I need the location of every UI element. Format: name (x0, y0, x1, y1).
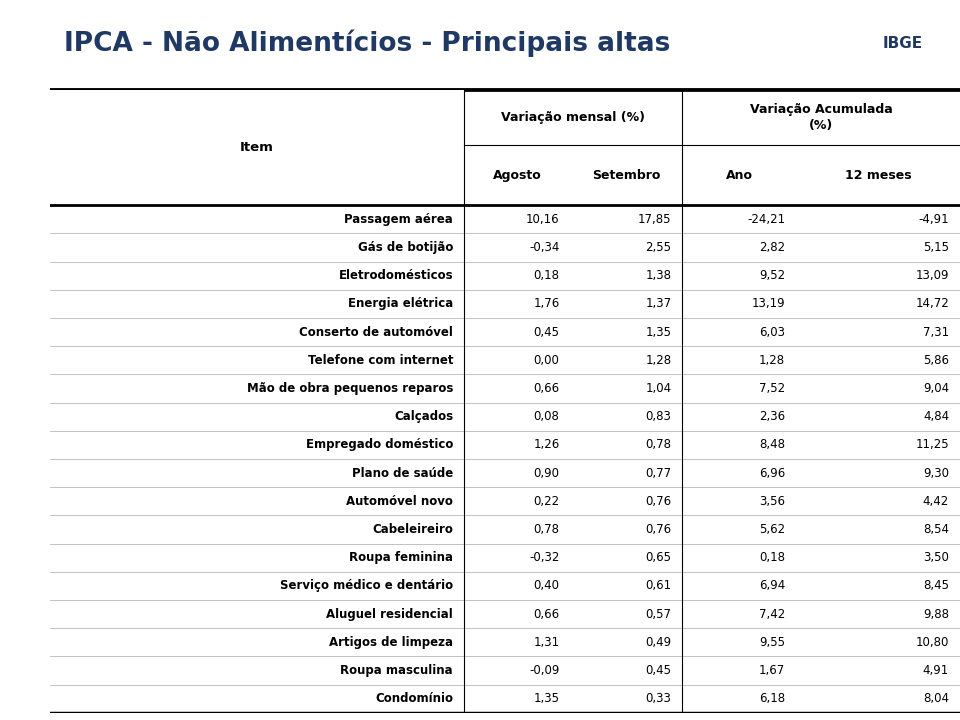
Text: Cabeleireiro: Cabeleireiro (372, 523, 453, 536)
Text: 3,56: 3,56 (759, 495, 785, 508)
Text: 1,67: 1,67 (759, 664, 785, 677)
Text: 0,61: 0,61 (645, 580, 671, 593)
Text: 1,28: 1,28 (759, 354, 785, 366)
Text: 0,49: 0,49 (645, 636, 671, 649)
Text: 9,30: 9,30 (924, 467, 949, 480)
Text: 1,35: 1,35 (534, 692, 560, 705)
Text: 0,45: 0,45 (645, 664, 671, 677)
Text: 9,55: 9,55 (759, 636, 785, 649)
Text: 0,66: 0,66 (534, 382, 560, 395)
Text: 7,42: 7,42 (759, 608, 785, 621)
Text: -4,91: -4,91 (919, 213, 949, 226)
Text: IPCA - Não Alimentícios - Principais altas: IPCA - Não Alimentícios - Principais alt… (63, 30, 670, 57)
Text: 0,66: 0,66 (534, 608, 560, 621)
Text: IBGE: IBGE (883, 36, 924, 50)
Text: 10,80: 10,80 (916, 636, 949, 649)
Text: Mão de obra pequenos reparos: Mão de obra pequenos reparos (247, 382, 453, 395)
Text: 9,04: 9,04 (923, 382, 949, 395)
Text: 0,76: 0,76 (645, 495, 671, 508)
Text: 5,15: 5,15 (924, 241, 949, 254)
Text: 13,09: 13,09 (916, 269, 949, 282)
Text: 10,16: 10,16 (526, 213, 560, 226)
Text: 4,91: 4,91 (923, 664, 949, 677)
Text: 0,57: 0,57 (645, 608, 671, 621)
Text: 8,54: 8,54 (924, 523, 949, 536)
Text: 1,35: 1,35 (645, 325, 671, 338)
Text: Conserto de automóvel: Conserto de automóvel (300, 325, 453, 338)
Text: 0,22: 0,22 (534, 495, 560, 508)
Text: 0,90: 0,90 (534, 467, 560, 480)
Text: -24,21: -24,21 (747, 213, 785, 226)
Text: 4,42: 4,42 (923, 495, 949, 508)
Text: Energia elétrica: Energia elétrica (348, 297, 453, 310)
Text: 7,31: 7,31 (923, 325, 949, 338)
Text: 9,52: 9,52 (759, 269, 785, 282)
Text: Eletrodomésticos: Eletrodomésticos (339, 269, 453, 282)
Text: Aluguel residencial: Aluguel residencial (326, 608, 453, 621)
Text: Setembro: Setembro (592, 168, 660, 181)
Text: 1,26: 1,26 (534, 438, 560, 451)
Text: 0,45: 0,45 (534, 325, 560, 338)
Text: 0,78: 0,78 (534, 523, 560, 536)
Text: 1,28: 1,28 (645, 354, 671, 366)
Text: 5,86: 5,86 (924, 354, 949, 366)
Text: 0,77: 0,77 (645, 467, 671, 480)
Text: 1,76: 1,76 (534, 297, 560, 310)
Text: Telefone com internet: Telefone com internet (307, 354, 453, 366)
Text: 0,76: 0,76 (645, 523, 671, 536)
Text: 12 meses: 12 meses (845, 168, 911, 181)
Text: 17,85: 17,85 (638, 213, 671, 226)
Text: 1,38: 1,38 (645, 269, 671, 282)
Text: 8,48: 8,48 (759, 438, 785, 451)
Text: Serviço médico e dentário: Serviço médico e dentário (280, 580, 453, 593)
Text: 0,18: 0,18 (759, 552, 785, 564)
Text: Plano de saúde: Plano de saúde (351, 467, 453, 480)
Text: Condomínio: Condomínio (375, 692, 453, 705)
Text: 5,62: 5,62 (759, 523, 785, 536)
Text: 0,00: 0,00 (534, 354, 560, 366)
Text: Artigos de limpeza: Artigos de limpeza (329, 636, 453, 649)
Text: 6,18: 6,18 (759, 692, 785, 705)
Text: Roupa masculina: Roupa masculina (341, 664, 453, 677)
Text: -0,09: -0,09 (529, 664, 560, 677)
Text: 14,72: 14,72 (915, 297, 949, 310)
Text: -0,32: -0,32 (529, 552, 560, 564)
Text: 6,94: 6,94 (759, 580, 785, 593)
Text: 2,36: 2,36 (759, 410, 785, 423)
Text: 0,65: 0,65 (645, 552, 671, 564)
Text: 9,88: 9,88 (924, 608, 949, 621)
Text: 8,45: 8,45 (924, 580, 949, 593)
Text: 6,03: 6,03 (759, 325, 785, 338)
Text: 0,40: 0,40 (534, 580, 560, 593)
Text: 6,96: 6,96 (759, 467, 785, 480)
Text: Automóvel novo: Automóvel novo (347, 495, 453, 508)
Text: Gás de botijão: Gás de botijão (358, 241, 453, 254)
Text: 3,50: 3,50 (924, 552, 949, 564)
Text: 1,31: 1,31 (534, 636, 560, 649)
Text: 11,25: 11,25 (916, 438, 949, 451)
Text: 1,04: 1,04 (645, 382, 671, 395)
Text: Variação mensal (%): Variação mensal (%) (501, 111, 645, 124)
Text: 0,08: 0,08 (534, 410, 560, 423)
Text: 0,78: 0,78 (645, 438, 671, 451)
Text: 1,37: 1,37 (645, 297, 671, 310)
Text: 0,18: 0,18 (534, 269, 560, 282)
Text: 2,82: 2,82 (759, 241, 785, 254)
Text: Variação Acumulada
(%): Variação Acumulada (%) (750, 103, 893, 132)
Text: Agosto: Agosto (492, 168, 541, 181)
Text: -0,34: -0,34 (529, 241, 560, 254)
Text: Item: Item (240, 141, 274, 154)
Text: 0,33: 0,33 (646, 692, 671, 705)
Text: Ano: Ano (726, 168, 753, 181)
Text: 4,84: 4,84 (923, 410, 949, 423)
Text: Passagem aérea: Passagem aérea (345, 213, 453, 226)
Text: 7,52: 7,52 (759, 382, 785, 395)
Text: Calçados: Calçados (394, 410, 453, 423)
Text: 0,83: 0,83 (646, 410, 671, 423)
Text: 13,19: 13,19 (752, 297, 785, 310)
Text: 8,04: 8,04 (924, 692, 949, 705)
Text: Empregado doméstico: Empregado doméstico (305, 438, 453, 451)
Text: Roupa feminina: Roupa feminina (349, 552, 453, 564)
Text: 2,55: 2,55 (645, 241, 671, 254)
